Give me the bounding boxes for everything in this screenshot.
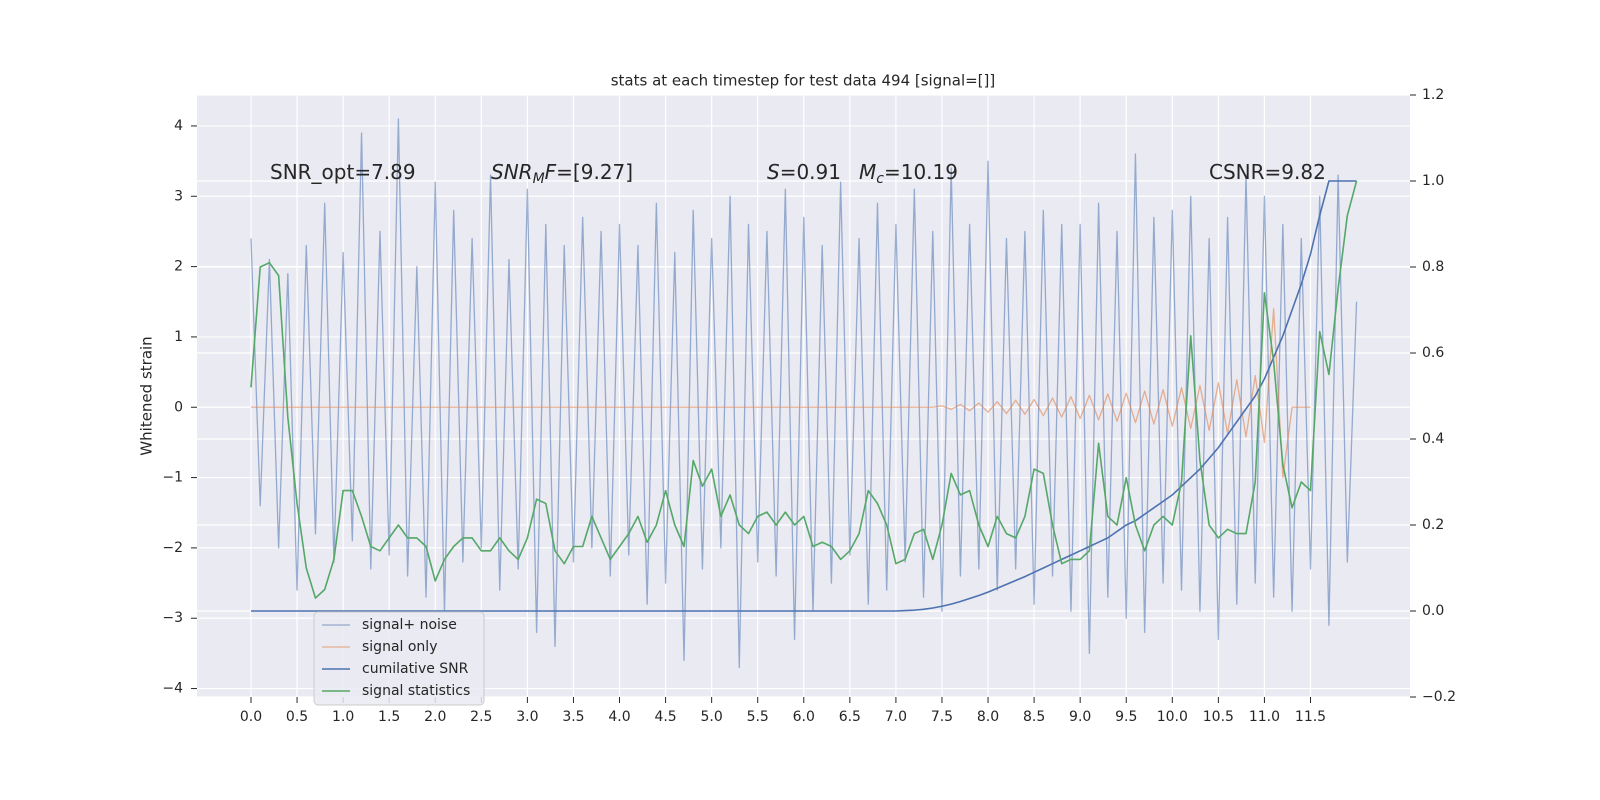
x-tick-label: 11.0 (1249, 709, 1280, 725)
x-tick-label: 7.5 (931, 709, 953, 725)
x-tick-label: 8.5 (1023, 709, 1045, 725)
series-line (250, 118, 1358, 669)
x-tick-label: 2.5 (470, 709, 492, 725)
y2-tick-label: 0.0 (1422, 603, 1444, 619)
legend-label: signal+ noise (362, 617, 457, 633)
annotation: SNRMF=[9.27] (491, 160, 633, 188)
legend-box (313, 611, 485, 706)
chart-title: stats at each timestep for test data 494… (611, 72, 996, 90)
annotation: S=0.91 (767, 160, 841, 184)
y2-tick-label: 0.6 (1422, 345, 1444, 361)
annotation-part: S (767, 160, 780, 184)
x-tick-label: 7.0 (885, 709, 907, 725)
series-line (250, 308, 1311, 479)
annotation-part: =10.19 (884, 160, 958, 184)
y-tick-label: 1 (174, 329, 183, 345)
x-tick-label: 4.0 (608, 709, 630, 725)
x-tick-label: 4.5 (654, 709, 676, 725)
y-tick-label: −4 (162, 681, 183, 697)
y2-tick-label: 1.2 (1422, 87, 1444, 103)
x-tick-label: 5.0 (701, 709, 723, 725)
x-tick-label: 9.0 (1069, 709, 1091, 725)
annotation: SNR_opt=7.89 (270, 160, 416, 184)
y2-tick-label: 0.2 (1422, 517, 1444, 533)
annotation-part: M (859, 160, 876, 184)
y-axis-label: Whitened strain (138, 336, 156, 455)
x-tick-label: 5.5 (747, 709, 769, 725)
x-tick-label: 3.5 (562, 709, 584, 725)
y-tick-label: −2 (162, 540, 183, 556)
annotation-part: =[9.27] (556, 160, 633, 184)
y2-tick-label: 1.0 (1422, 173, 1444, 189)
y2-tick-label: 0.4 (1422, 431, 1444, 447)
y-tick-label: −3 (162, 610, 183, 626)
x-tick-label: 1.0 (332, 709, 354, 725)
annotation-part: M (533, 171, 545, 187)
series-line (250, 180, 1357, 612)
legend: signal+ noise signal only cumilative SNR si… (313, 611, 485, 706)
x-tick-label: 0.5 (286, 709, 308, 725)
x-tick-label: 6.0 (793, 709, 815, 725)
series-line (250, 180, 1358, 599)
annotation: CSNR=9.82 (1209, 160, 1326, 184)
annotation-part: SNR (491, 160, 533, 184)
y-tick-label: 0 (174, 399, 183, 415)
y-tick-label: 3 (174, 188, 183, 204)
x-tick-label: 9.5 (1115, 709, 1137, 725)
x-tick-label: 3.0 (516, 709, 538, 725)
annotation-part: SNR_opt=7.89 (270, 160, 416, 184)
x-tick-label: 10.0 (1157, 709, 1188, 725)
x-tick-label: 1.5 (378, 709, 400, 725)
x-tick-label: 0.0 (240, 709, 262, 725)
y-tick-label: 2 (174, 259, 183, 275)
x-tick-label: 8.0 (977, 709, 999, 725)
annotation-part: F (545, 160, 557, 184)
annotation: Mc=10.19 (859, 160, 958, 188)
legend-label: signal only (362, 639, 437, 655)
y2-tick-label: −0.2 (1422, 689, 1456, 705)
y-tick-label: −1 (162, 470, 183, 486)
annotation-part: c (876, 171, 884, 187)
x-tick-label: 2.0 (424, 709, 446, 725)
x-tick-label: 11.5 (1295, 709, 1326, 725)
x-tick-label: 6.5 (839, 709, 861, 725)
annotation-part: =0.91 (780, 160, 841, 184)
legend-label: cumilative SNR (362, 661, 469, 677)
annotation-part: CSNR=9.82 (1209, 160, 1326, 184)
legend-label: signal statistics (362, 683, 470, 699)
y2-tick-label: 0.8 (1422, 259, 1444, 275)
y-tick-label: 4 (174, 118, 183, 134)
x-tick-label: 10.5 (1203, 709, 1234, 725)
